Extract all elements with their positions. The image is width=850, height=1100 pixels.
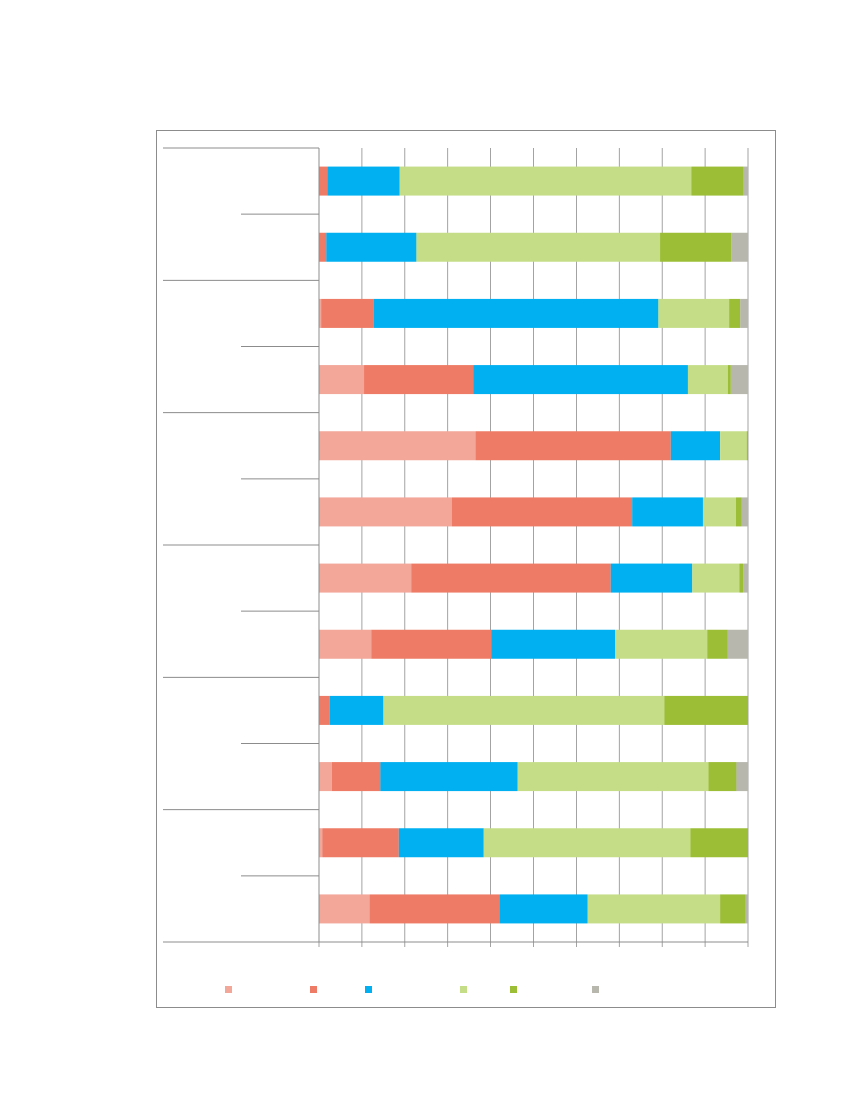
bar-segment (731, 232, 748, 262)
bar-segment (499, 894, 588, 924)
bar-segment (735, 497, 742, 527)
bar-segment (727, 629, 748, 659)
bar-segment (660, 232, 732, 262)
bar-segment (708, 762, 737, 792)
legend-marker (510, 986, 517, 993)
bar-segment (451, 497, 633, 527)
bar-segment (319, 695, 330, 725)
bar-segment (745, 894, 748, 924)
bar-segment (741, 497, 748, 527)
chart-frame (156, 130, 776, 1008)
bar-segment (729, 298, 741, 328)
bar-segment (331, 762, 381, 792)
bar-segment (319, 894, 370, 924)
bar-segment (687, 365, 728, 395)
legend-marker (225, 986, 232, 993)
bar-segment (664, 695, 748, 725)
bar-segment (416, 232, 661, 262)
bar-segment (615, 629, 708, 659)
bar-segment (746, 431, 748, 461)
bar-segment (319, 629, 372, 659)
bar-segment (371, 629, 492, 659)
bar-segment (743, 563, 748, 593)
bar-segment (329, 695, 384, 725)
legend-marker (310, 986, 317, 993)
bar-segment (319, 431, 476, 461)
bar-segment (399, 166, 692, 196)
legend-marker (365, 986, 372, 993)
bar-segment (319, 762, 332, 792)
bar-segment (398, 828, 484, 858)
legend-marker (592, 986, 599, 993)
bar-segment (517, 762, 709, 792)
gridlines (318, 148, 749, 942)
bar-segment (730, 365, 748, 395)
bar-segment (319, 166, 328, 196)
bar-segment (411, 563, 611, 593)
bar-segment (473, 365, 688, 395)
bar-segment (327, 166, 400, 196)
bar-segment (632, 497, 703, 527)
legend-marker (460, 986, 467, 993)
bar-segment (727, 365, 731, 395)
stacked-bar-chart (163, 147, 749, 993)
bar-segment (319, 497, 452, 527)
bar-segment (692, 563, 740, 593)
bar-segment (326, 232, 417, 262)
bar-segment (319, 563, 412, 593)
bar-segment (720, 431, 747, 461)
bar-segment (670, 431, 721, 461)
bar-segment (587, 894, 721, 924)
bar-segment (319, 365, 365, 395)
bar-segment (383, 695, 665, 725)
bar-segment (691, 166, 744, 196)
bar-segment (475, 431, 671, 461)
bar-segment (739, 563, 744, 593)
bar-segment (321, 298, 374, 328)
bar-segment (690, 828, 748, 858)
bar-segment (483, 828, 691, 858)
bars (319, 166, 748, 924)
bar-segment (369, 894, 500, 924)
bar-segment (702, 497, 736, 527)
bar-segment (364, 365, 474, 395)
bar-segment (658, 298, 730, 328)
bar-segment (373, 298, 659, 328)
bar-segment (491, 629, 616, 659)
bar-segment (720, 894, 746, 924)
bar-segment (319, 828, 323, 858)
bar-segment (743, 166, 748, 196)
axes (163, 147, 749, 947)
bar-segment (707, 629, 728, 659)
bar-segment (610, 563, 693, 593)
legend (225, 986, 599, 993)
bar-segment (740, 298, 748, 328)
bar-segment (322, 828, 399, 858)
bar-segment (319, 298, 322, 328)
bar-segment (319, 232, 327, 262)
bar-segment (736, 762, 748, 792)
bar-segment (380, 762, 518, 792)
